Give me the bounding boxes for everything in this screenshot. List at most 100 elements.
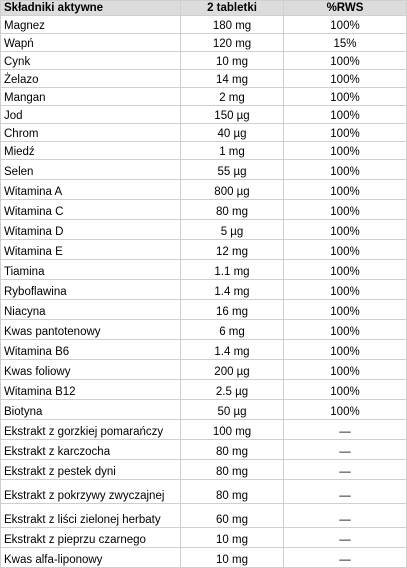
table-row: Ekstrakt z gorzkiej pomarańczy 100 mg — [0,419,407,440]
table-row: Selen 55 µg 100% [0,159,407,180]
rws-cell: 100% [283,141,407,160]
rws-cell: — [283,439,407,460]
dose-cell: 80 mg [180,199,284,220]
dose-cell: 80 mg [180,479,284,504]
table-row: Ekstrakt z pestek dyni 80 mg — [0,459,407,480]
rws-cell: 100% [283,105,407,124]
table-row: Witamina E 12 mg 100% [0,239,407,260]
table-row: Żelazo 14 mg 100% [0,69,407,88]
table-row: Ekstrakt z karczocha 80 mg — [0,439,407,460]
ingredient-name-cell: Tiamina [0,259,181,280]
ingredient-name-cell: Kwas alfa-liponowy [0,547,181,568]
table-row: Miedź 1 mg 100% [0,141,407,160]
ingredient-name-cell: Witamina A [0,179,181,200]
rws-cell: 100% [283,199,407,220]
table-row: Ekstrakt z pokrzywy zwyczajnej 80 mg — [0,479,407,504]
ingredient-name-cell: Kwas pantotenowy [0,319,181,340]
ingredient-name-cell: Jod [0,105,181,124]
ingredient-name-cell: Ekstrakt z pestek dyni [0,459,181,480]
ingredient-name-cell: Żelazo [0,69,181,88]
rws-cell: — [283,419,407,440]
dose-cell: 50 µg [180,399,284,420]
ingredient-name-cell: Biotyna [0,399,181,420]
rws-cell: 100% [283,179,407,200]
rws-cell: 100% [283,279,407,300]
header-dose: 2 tabletki [180,0,284,16]
dose-cell: 1.1 mg [180,259,284,280]
table-row: Witamina C 80 mg 100% [0,199,407,220]
table-row: Mangan 2 mg 100% [0,87,407,106]
dose-cell: 1.4 mg [180,279,284,300]
header-ingredients: Składniki aktywne [0,0,181,16]
ingredient-name-cell: Ekstrakt z pokrzywy zwyczajnej [0,479,181,504]
ingredient-name-cell: Kwas foliowy [0,359,181,380]
rws-cell: 100% [283,299,407,320]
ingredient-name-cell: Mangan [0,87,181,106]
rws-cell: 100% [283,219,407,240]
rws-cell: 100% [283,259,407,280]
ingredient-name-cell: Magnez [0,15,181,34]
ingredient-name-cell: Wapń [0,33,181,52]
ingredient-name-cell: Niacyna [0,299,181,320]
ingredient-name-cell: Ekstrakt z gorzkiej pomarańczy [0,419,181,440]
dose-cell: 1.4 mg [180,339,284,360]
rws-cell: — [283,479,407,504]
ingredient-name-cell: Cynk [0,51,181,70]
table-body: Magnez 180 mg 100% Wapń 120 mg 15% Cynk 10 mg 10… [0,15,407,568]
ingredient-name-cell: Ekstrakt z pieprzu czarnego [0,527,181,548]
header-rws: %RWS [283,0,407,16]
table-row: Ekstrakt z liści zielonej herbaty 60 mg — [0,503,407,528]
dose-cell: 14 mg [180,69,284,88]
dose-cell: 16 mg [180,299,284,320]
dose-cell: 55 µg [180,159,284,180]
table-row: Witamina B12 2.5 µg 100% [0,379,407,400]
ingredient-name-cell: Miedź [0,141,181,160]
table-row: Witamina A 800 µg 100% [0,179,407,200]
dose-cell: 100 mg [180,419,284,440]
header-row: Składniki aktywne 2 tabletki %RWS [0,0,407,16]
rws-cell: 100% [283,379,407,400]
ingredient-name-cell: Chrom [0,123,181,142]
table-row: Niacyna 16 mg 100% [0,299,407,320]
ingredient-name-cell: Ekstrakt z karczocha [0,439,181,460]
dose-cell: 5 µg [180,219,284,240]
ingredient-name-cell: Witamina D [0,219,181,240]
rws-cell: — [283,459,407,480]
dose-cell: 60 mg [180,503,284,528]
dose-cell: 150 µg [180,105,284,124]
rws-cell: 100% [283,319,407,340]
table-row: Tiamina 1.1 mg 100% [0,259,407,280]
ingredient-name-cell: Witamina C [0,199,181,220]
rws-cell: 100% [283,15,407,34]
dose-cell: 6 mg [180,319,284,340]
table-row: Ryboflawina 1.4 mg 100% [0,279,407,300]
ingredient-name-cell: Witamina E [0,239,181,260]
dose-cell: 80 mg [180,439,284,460]
dose-cell: 40 µg [180,123,284,142]
ingredient-name-cell: Witamina B6 [0,339,181,360]
rws-cell: 100% [283,123,407,142]
dose-cell: 120 mg [180,33,284,52]
dose-cell: 2 mg [180,87,284,106]
rws-cell: 100% [283,87,407,106]
rws-cell: 15% [283,33,407,52]
rws-cell: — [283,503,407,528]
table-row: Jod 150 µg 100% [0,105,407,124]
dose-cell: 10 mg [180,51,284,70]
rws-cell: — [283,527,407,548]
rws-cell: 100% [283,239,407,260]
ingredient-name-cell: Witamina B12 [0,379,181,400]
rws-cell: 100% [283,51,407,70]
ingredient-name-cell: Ekstrakt z liści zielonej herbaty [0,503,181,528]
dose-cell: 10 mg [180,547,284,568]
dose-cell: 200 µg [180,359,284,380]
dose-cell: 12 mg [180,239,284,260]
ingredient-name-cell: Ryboflawina [0,279,181,300]
table-row: Chrom 40 µg 100% [0,123,407,142]
table-header: Składniki aktywne 2 tabletki %RWS [0,0,407,16]
table-row: Cynk 10 mg 100% [0,51,407,70]
rws-cell: 100% [283,399,407,420]
dose-cell: 180 mg [180,15,284,34]
table-row: Kwas pantotenowy 6 mg 100% [0,319,407,340]
